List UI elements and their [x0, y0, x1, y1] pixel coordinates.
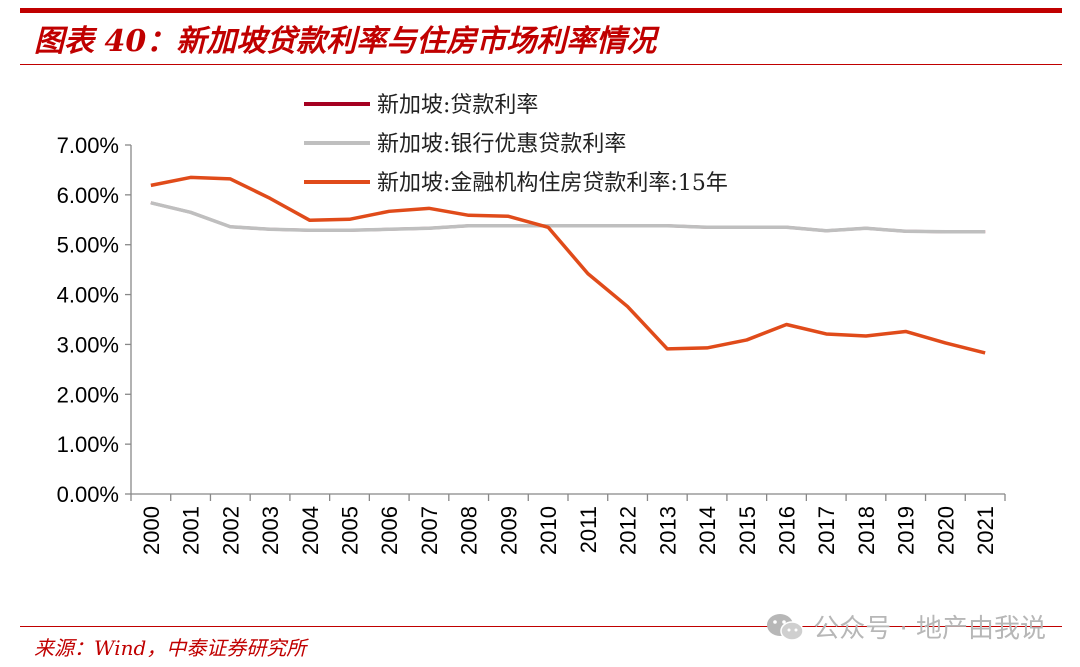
x-axis: 2000 2001 2002 2003 2004 2005 2006 2007 2008 2009… — [130, 493, 1006, 555]
figure-title: 图表 40：新加坡贷款利率与住房市场利率情况 — [34, 24, 657, 59]
legend-label-1: 新加坡:贷款利率 — [377, 93, 538, 118]
legend-label-2: 新加坡:银行优惠贷款利率 — [377, 132, 626, 157]
x-tick-label: 2013 — [655, 506, 680, 555]
x-tick-label: 2010 — [536, 506, 561, 555]
x-tick-label: 2020 — [933, 506, 958, 555]
y-tick-label: 5.00% — [57, 233, 119, 258]
x-tick-label: 2018 — [854, 506, 879, 555]
x-tick-label: 2009 — [496, 506, 521, 555]
y-tick-label: 1.00% — [57, 432, 119, 457]
x-tick-label: 2003 — [258, 506, 283, 555]
x-tick-label: 2008 — [457, 506, 482, 555]
x-tick-label: 2016 — [775, 506, 800, 555]
title-divider — [20, 64, 1062, 65]
x-tick-label: 2007 — [417, 506, 442, 555]
top-accent-bar — [20, 8, 1062, 13]
x-tick-label: 2006 — [377, 506, 402, 555]
x-tick-label: 2015 — [735, 506, 760, 555]
watermark: 公众号 · 地产由我说 — [765, 608, 1046, 645]
x-tick-label: 2001 — [179, 506, 204, 555]
x-tick-label: 2012 — [616, 506, 641, 555]
y-tick-label: 2.00% — [57, 382, 119, 407]
y-tick-label: 6.00% — [57, 183, 119, 208]
y-tick-label: 0.00% — [57, 482, 119, 507]
x-tick-label: 2017 — [814, 506, 839, 555]
y-tick-label: 7.00% — [57, 133, 119, 158]
x-tick-label: 2021 — [973, 506, 998, 555]
y-tick-label: 3.00% — [57, 332, 119, 357]
watermark-text: 公众号 · 地产由我说 — [813, 614, 1046, 644]
y-tick-label: 4.00% — [57, 283, 119, 308]
x-tick-label: 2002 — [218, 506, 243, 555]
legend-label-3: 新加坡:金融机构住房贷款利率:15年 — [377, 171, 728, 196]
x-tick-label: 2004 — [298, 506, 323, 555]
y-axis: 0.00% 1.00% 2.00% 3.00% 4.00% 5.00% 6.00% 7.00% — [57, 133, 132, 507]
series-line-3 — [150, 175, 986, 355]
plot-lines — [150, 175, 986, 355]
footer-divider — [20, 626, 1062, 627]
x-tick-label: 2011 — [576, 506, 601, 553]
series-line-2 — [150, 201, 986, 234]
x-tick-label: 2014 — [695, 506, 720, 555]
x-tick-label: 2019 — [894, 506, 919, 555]
source-note: 来源：Wind，中泰证券研究所 — [34, 636, 307, 660]
wechat-icon — [767, 613, 804, 641]
x-tick-label: 2005 — [338, 506, 363, 555]
x-tick-label: 2000 — [139, 506, 164, 555]
